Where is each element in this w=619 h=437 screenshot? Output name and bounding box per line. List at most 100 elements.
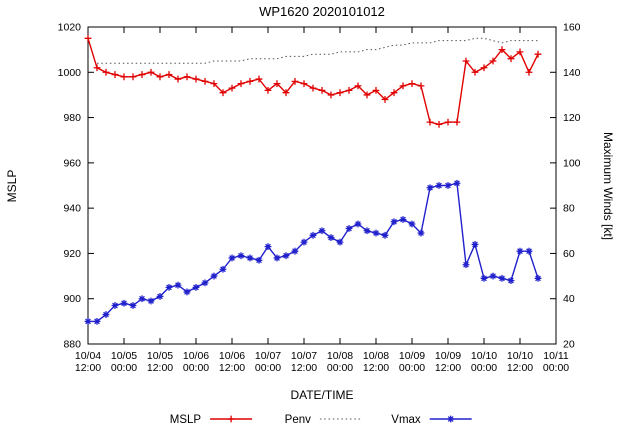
series-penv bbox=[97, 37, 538, 64]
y-tick-label-left: 1000 bbox=[58, 67, 82, 79]
star-marker bbox=[228, 254, 236, 262]
x-tick-label: 10/09 bbox=[435, 350, 461, 362]
y-axis-left: 880 900 920 940 960 980 1000 1020 bbox=[58, 22, 94, 351]
plus-marker bbox=[255, 75, 263, 83]
x-tick-label: 10/05 bbox=[147, 350, 173, 362]
plus-marker bbox=[102, 68, 110, 76]
star-marker bbox=[282, 252, 290, 260]
star-marker bbox=[471, 240, 479, 248]
star-marker bbox=[156, 293, 164, 300]
star-marker bbox=[327, 234, 335, 241]
x-axis-label: DATE/TIME bbox=[290, 388, 353, 402]
x-tick-label: 10/08 bbox=[363, 350, 389, 362]
star-marker bbox=[201, 279, 209, 287]
plus-marker bbox=[507, 55, 515, 63]
plus-marker bbox=[264, 87, 272, 94]
plus-marker bbox=[228, 84, 236, 92]
legend: MSLP Penv Vmax bbox=[170, 414, 472, 426]
series-vmax bbox=[84, 179, 542, 325]
star-marker bbox=[345, 225, 353, 232]
star-marker bbox=[381, 231, 389, 239]
plus-marker bbox=[480, 64, 488, 72]
star-marker bbox=[444, 182, 452, 189]
plus-marker bbox=[462, 57, 470, 65]
star-marker bbox=[237, 252, 245, 260]
star-marker bbox=[417, 229, 425, 237]
plot-border bbox=[87, 26, 557, 345]
x-axis: 10/0412:0010/0500:0010/0512:0010/0600:00… bbox=[75, 27, 569, 374]
plus-marker bbox=[210, 80, 218, 88]
x-tick-label: 10/07 bbox=[255, 350, 281, 362]
plus-marker bbox=[183, 73, 191, 81]
y-tick-label-left: 960 bbox=[63, 157, 81, 169]
plus-marker bbox=[534, 50, 542, 58]
plus-marker bbox=[219, 89, 227, 97]
star-marker bbox=[408, 220, 416, 228]
x-tick-label: 00:00 bbox=[111, 362, 137, 374]
x-tick-label: 00:00 bbox=[543, 362, 569, 374]
plus-marker bbox=[93, 64, 101, 72]
y-tick-label-left: 1020 bbox=[58, 22, 82, 34]
star-marker bbox=[255, 256, 263, 264]
star-marker bbox=[363, 227, 371, 235]
plus-marker bbox=[291, 77, 299, 85]
plus-marker bbox=[426, 118, 434, 126]
star-marker bbox=[183, 288, 191, 296]
plus-marker bbox=[498, 46, 506, 54]
y-tick-label-right: 140 bbox=[563, 67, 581, 79]
star-marker bbox=[147, 297, 155, 305]
plus-marker bbox=[399, 82, 407, 90]
legend-item-mslp: MSLP bbox=[170, 414, 253, 426]
series-line-penv bbox=[97, 37, 538, 64]
star-marker bbox=[111, 302, 119, 309]
star-marker bbox=[138, 295, 146, 303]
y-tick-label-left: 900 bbox=[63, 293, 81, 305]
plus-marker bbox=[318, 87, 326, 94]
star-marker bbox=[372, 229, 380, 237]
star-marker bbox=[300, 238, 308, 246]
star-marker bbox=[447, 415, 455, 423]
x-tick-label: 00:00 bbox=[399, 362, 425, 374]
star-marker bbox=[93, 317, 101, 325]
plus-marker bbox=[381, 96, 389, 103]
x-tick-label: 12:00 bbox=[219, 362, 245, 374]
y-tick-label-right: 40 bbox=[563, 293, 575, 305]
plus-marker bbox=[147, 68, 155, 76]
y-tick-label-right: 100 bbox=[563, 157, 581, 169]
plus-marker bbox=[129, 73, 137, 81]
star-marker bbox=[120, 299, 128, 307]
star-marker bbox=[318, 227, 326, 235]
star-marker bbox=[246, 254, 254, 262]
x-tick-label: 00:00 bbox=[255, 362, 281, 374]
plus-marker bbox=[489, 57, 497, 65]
star-marker bbox=[399, 216, 407, 223]
x-tick-label: 12:00 bbox=[363, 362, 389, 374]
star-marker bbox=[489, 272, 497, 280]
legend-item-vmax: Vmax bbox=[391, 414, 472, 426]
plus-marker bbox=[345, 87, 353, 94]
star-marker bbox=[210, 272, 218, 280]
y-tick-label-right: 80 bbox=[563, 203, 575, 215]
y-tick-label-right: 120 bbox=[563, 112, 581, 124]
y-tick-label-left: 980 bbox=[63, 112, 81, 124]
plus-marker bbox=[120, 73, 128, 81]
plus-marker bbox=[273, 80, 281, 88]
legend-label: Vmax bbox=[391, 414, 421, 426]
x-tick-label: 12:00 bbox=[147, 362, 173, 374]
plus-marker bbox=[282, 89, 290, 97]
plot-area: 10/0412:0010/0500:0010/0512:0010/0600:00… bbox=[58, 22, 581, 375]
star-marker bbox=[309, 231, 317, 239]
x-tick-label: 10/07 bbox=[291, 350, 317, 362]
star-marker bbox=[174, 281, 182, 289]
plus-marker bbox=[300, 80, 308, 88]
series-mslp bbox=[84, 34, 542, 128]
legend-label: Penv bbox=[285, 414, 311, 426]
plus-marker bbox=[444, 118, 452, 126]
plus-marker bbox=[408, 80, 416, 88]
star-marker bbox=[129, 302, 137, 309]
star-marker bbox=[354, 220, 362, 228]
star-marker bbox=[165, 283, 173, 291]
y-axis-right: 20 40 60 80 100 120 140 160 bbox=[550, 22, 581, 351]
